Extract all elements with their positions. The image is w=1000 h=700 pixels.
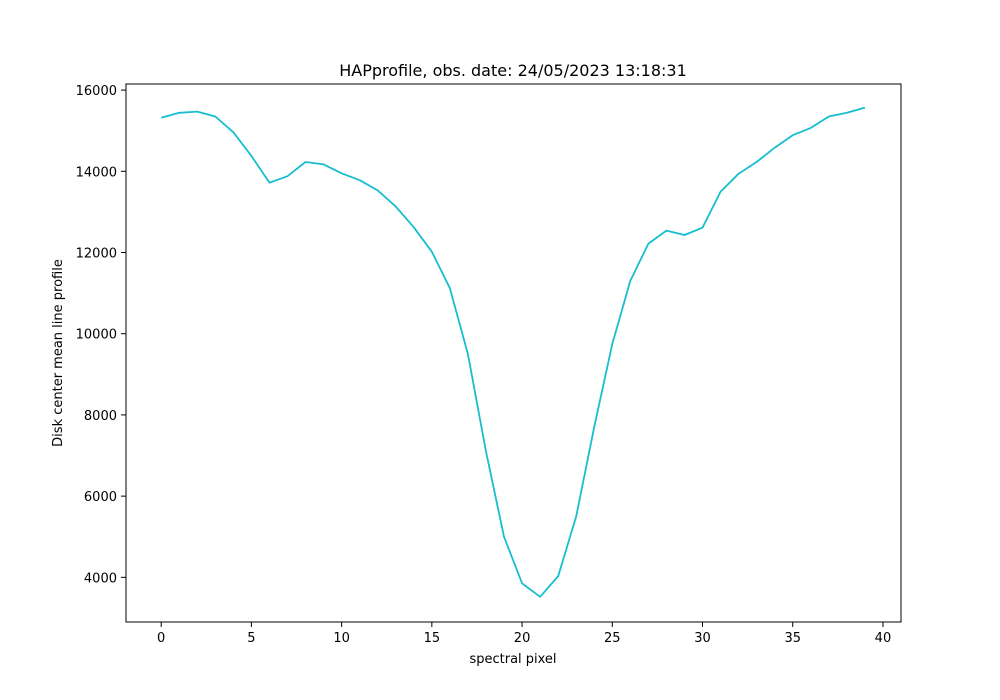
x-tick-label: 25 <box>604 631 621 646</box>
x-tick-label: 15 <box>424 631 441 646</box>
x-tick-label: 30 <box>694 631 711 646</box>
y-tick-label: 14000 <box>76 165 117 180</box>
chart-title: HAPprofile, obs. date: 24/05/2023 13:18:… <box>339 61 687 80</box>
x-tick-label: 5 <box>247 631 255 646</box>
x-tick-label: 10 <box>333 631 350 646</box>
x-tick-label: 35 <box>784 631 801 646</box>
x-tick-label: 40 <box>875 631 892 646</box>
x-axis-label: spectral pixel <box>469 652 556 667</box>
y-tick-label: 10000 <box>76 328 117 343</box>
y-tick-label: 8000 <box>84 409 117 424</box>
series-layer <box>160 106 866 598</box>
plot-frame <box>125 83 902 623</box>
y-axis: 4000 6000 8000 10000 12000 14000 16000 <box>76 84 126 586</box>
y-tick-label: 16000 <box>76 84 117 99</box>
y-tick-label: 6000 <box>84 490 117 505</box>
y-axis-label: Disk center mean line profile <box>51 259 66 447</box>
x-axis: 0 5 10 15 20 25 30 35 40 <box>157 622 891 646</box>
y-tick-label: 4000 <box>84 571 117 586</box>
x-tick-label: 0 <box>157 631 165 646</box>
x-tick-label: 20 <box>514 631 531 646</box>
series-line <box>160 106 866 598</box>
y-tick-label: 12000 <box>76 247 117 262</box>
